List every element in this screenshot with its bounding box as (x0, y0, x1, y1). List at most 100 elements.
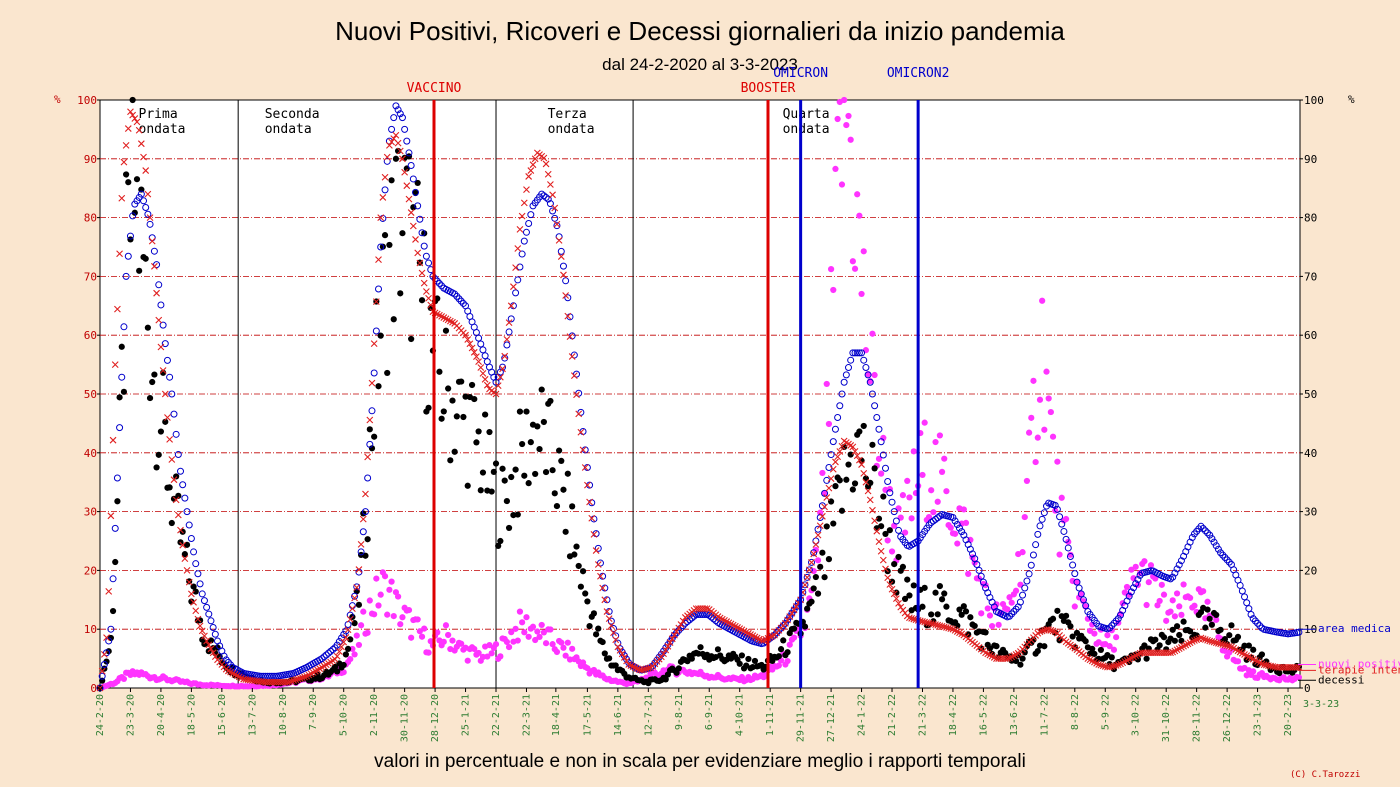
point-decessi (160, 369, 167, 376)
point-nuovi-positivi (366, 597, 373, 604)
point-nuovi-positivi (1071, 603, 1078, 610)
point-terapie-intensive (107, 512, 115, 520)
point-nuovi-positivi (1054, 458, 1061, 465)
point-terapie-intensive (871, 517, 879, 525)
point-decessi (542, 468, 550, 476)
point-terapie-intensive (298, 674, 306, 682)
point-terapie-intensive (466, 340, 474, 348)
point-decessi (186, 578, 193, 585)
point-terapie-intensive (829, 465, 837, 473)
point-nuovi-positivi (960, 506, 967, 513)
point-terapie-intensive (155, 316, 163, 324)
point-decessi (777, 646, 785, 653)
point-terapie-intensive (375, 256, 382, 263)
point-area-medica (209, 624, 217, 632)
point-terapie-intensive (190, 598, 197, 606)
point-area-medica (849, 349, 857, 357)
point-nuovi-positivi (364, 629, 371, 636)
point-area-medica (1225, 558, 1233, 566)
point-decessi (447, 457, 454, 464)
point-decessi (497, 537, 504, 545)
point-decessi (688, 655, 695, 662)
point-nuovi-positivi (888, 548, 896, 555)
point-area-medica (1038, 515, 1046, 523)
x-tick-label: 3-10-22 (1131, 694, 1142, 736)
point-area-medica (1008, 610, 1016, 618)
point-area-medica (549, 207, 557, 215)
point-terapie-intensive (657, 653, 665, 661)
point-decessi (371, 433, 378, 440)
point-nuovi-positivi (558, 639, 565, 646)
point-nuovi-positivi (962, 519, 970, 526)
x-tick-label: 29-11-21 (796, 694, 807, 742)
point-decessi (838, 507, 846, 514)
point-area-medica (612, 632, 620, 640)
point-area-medica (1023, 577, 1031, 585)
point-nuovi-positivi (394, 593, 402, 600)
point-nuovi-positivi (525, 633, 532, 640)
point-terapie-intensive (294, 675, 302, 683)
point-area-medica (155, 281, 163, 289)
point-terapie-intensive (510, 283, 517, 291)
point-terapie-intensive (181, 555, 189, 563)
point-area-medica (925, 521, 933, 529)
point-area-medica (166, 373, 174, 381)
point-nuovi-positivi (399, 614, 406, 621)
point-decessi (745, 655, 752, 663)
point-terapie-intensive (1112, 661, 1120, 669)
y-tick-label-left: 0 (90, 682, 97, 695)
point-terapie-intensive (938, 622, 946, 630)
point-decessi (503, 497, 510, 505)
point-terapie-intensive (640, 666, 648, 673)
point-decessi (558, 457, 565, 464)
point-nuovi-positivi (521, 629, 528, 636)
point-nuovi-positivi (388, 578, 395, 585)
point-area-medica (1062, 535, 1070, 543)
point-terapie-intensive (906, 614, 913, 622)
point-nuovi-positivi (536, 633, 543, 641)
point-nuovi-positivi (838, 181, 846, 188)
point-terapie-intensive (386, 141, 393, 149)
point-terapie-intensive (662, 646, 670, 654)
x-tick-label: 5-9-22 (1100, 694, 1111, 730)
y-tick-label-right: 80 (1304, 212, 1317, 225)
point-nuovi-positivi (1036, 396, 1044, 403)
point-terapie-intensive (1047, 626, 1055, 634)
point-decessi (882, 530, 889, 538)
legend-label: area medica (1318, 622, 1391, 635)
point-area-medica (958, 528, 966, 536)
point-terapie-intensive (475, 358, 482, 366)
point-area-medica (1199, 525, 1207, 533)
x-tick-label: 6-9-21 (704, 694, 715, 730)
point-nuovi-positivi (1021, 513, 1028, 521)
point-area-medica (401, 125, 409, 133)
point-terapie-intensive (584, 481, 591, 489)
point-nuovi-positivi (921, 419, 928, 426)
point-decessi (451, 448, 458, 455)
point-terapie-intensive (114, 305, 121, 313)
point-area-medica (520, 237, 528, 245)
point-decessi (166, 484, 173, 491)
point-area-medica (1114, 615, 1122, 623)
point-terapie-intensive (470, 348, 478, 356)
point-nuovi-positivi (1234, 658, 1242, 665)
point-area-medica (1219, 551, 1227, 559)
point-terapie-intensive (866, 496, 874, 504)
point-area-medica (220, 652, 228, 660)
point-area-medica (481, 352, 489, 360)
point-terapie-intensive (187, 590, 195, 598)
point-terapie-intensive (351, 594, 358, 602)
point-terapie-intensive (481, 375, 489, 383)
point-area-medica (383, 157, 391, 165)
point-area-medica (320, 653, 328, 661)
point-area-medica (116, 424, 124, 432)
point-terapie-intensive (1003, 655, 1011, 662)
point-area-medica (375, 285, 383, 293)
point-area-medica (808, 558, 816, 566)
point-area-medica (150, 247, 158, 255)
point-nuovi-positivi (986, 612, 994, 619)
point-terapie-intensive (383, 153, 391, 161)
point-area-medica (955, 524, 963, 532)
point-terapie-intensive (579, 446, 587, 454)
point-nuovi-positivi (514, 637, 521, 644)
